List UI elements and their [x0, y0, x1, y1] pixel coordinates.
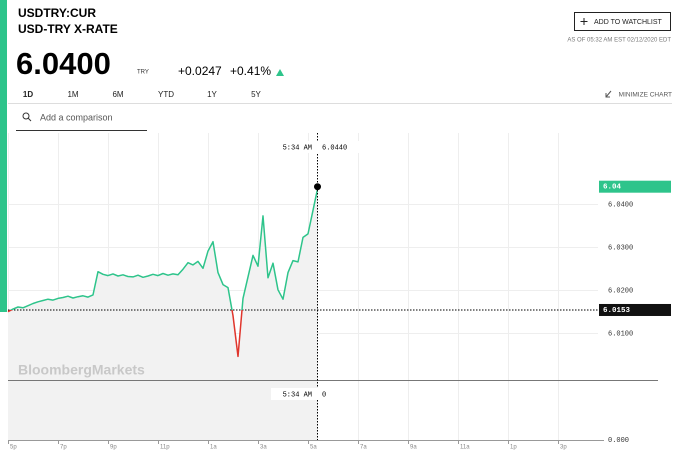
x-tick-label: 7a	[360, 445, 367, 451]
x-tick-label: 1a	[210, 445, 217, 451]
watermark: BloombergMarkets	[18, 362, 145, 378]
up-arrow	[276, 69, 284, 76]
button-label[interactable]: ADD TO WATCHLIST	[594, 19, 663, 26]
plus-icon[interactable]	[580, 18, 588, 25]
x-tick-label: 9a	[410, 445, 417, 451]
last-price-box	[599, 180, 671, 193]
y-tick-label: 6.0300	[608, 244, 633, 252]
instrument-name: USD-TRY X-RATE	[18, 22, 118, 36]
tooltip-time: 5:34 AM	[283, 144, 312, 152]
x-tick-label: 11a	[460, 445, 470, 451]
volume-tooltip-time: 5:34 AM	[283, 391, 312, 399]
tab[interactable]: 5Y	[251, 90, 261, 99]
tooltip-value: 6.0440	[322, 144, 347, 152]
chart: 5p 7p 9p 11p 1a 3a 5a 7a 9a 11a 1p 3p 6.0400 6.0300 6.…	[7, 133, 671, 451]
tab[interactable]: 1D	[23, 90, 33, 99]
tooltip-box	[271, 141, 363, 153]
x-tick-label: 1p	[510, 445, 517, 451]
x-tick-label: 7p	[60, 445, 67, 451]
price: 6.0400	[16, 46, 111, 81]
tabs: 1D 1M 6M YTD 1Y 5Y	[23, 90, 262, 99]
change: +0.0247	[178, 64, 222, 78]
volume-tooltip-box	[271, 388, 341, 400]
volume-tick-label: 0.000	[608, 437, 629, 445]
previous-close-box	[599, 303, 671, 316]
currency: TRY	[137, 70, 149, 76]
last-price-label: 6.04	[603, 184, 622, 192]
comparison-search[interactable]: Add a comparison	[16, 112, 147, 131]
change-percent: +0.41%	[230, 64, 271, 78]
x-tick-label: 11p	[160, 445, 170, 451]
minimize-label[interactable]: MINIMIZE CHART	[619, 92, 672, 99]
y-tick-label: 6.0200	[608, 287, 633, 295]
minimize-icon[interactable]	[605, 90, 612, 98]
y-tick-label: 6.0100	[608, 330, 633, 338]
x-tick-label: 3p	[560, 445, 567, 451]
x-tick-label: 5a	[310, 445, 317, 451]
volume-area	[8, 380, 318, 440]
y-tick-label: 6.0400	[608, 201, 633, 209]
search-icon-handle[interactable]	[27, 117, 32, 122]
tab[interactable]: YTD	[158, 90, 174, 99]
minimize-control[interactable]: MINIMIZE CHART	[605, 90, 672, 99]
x-tick-label: 5p	[10, 445, 17, 451]
previous-close-label: 6.0153	[603, 307, 631, 315]
accent-bar	[0, 0, 7, 312]
tab[interactable]: 1M	[67, 90, 78, 99]
volume-tooltip-value: 0	[322, 391, 326, 399]
symbol: USDTRY:CUR	[18, 6, 96, 20]
price-line	[7, 186, 319, 358]
search-icon[interactable]	[22, 112, 30, 120]
crosshair-point	[314, 183, 321, 191]
tab[interactable]: 1Y	[207, 90, 217, 99]
x-tick-label: 9p	[110, 445, 117, 451]
as-of: AS OF 05:32 AM EST 02/12/2020 EDT	[567, 38, 671, 44]
add-to-watchlist-button[interactable]: ADD TO WATCHLIST	[574, 12, 671, 31]
button-frame[interactable]	[574, 12, 671, 31]
tab[interactable]: 6M	[112, 90, 123, 99]
search-placeholder[interactable]: Add a comparison	[40, 112, 113, 122]
x-tick-label: 3a	[260, 445, 267, 451]
